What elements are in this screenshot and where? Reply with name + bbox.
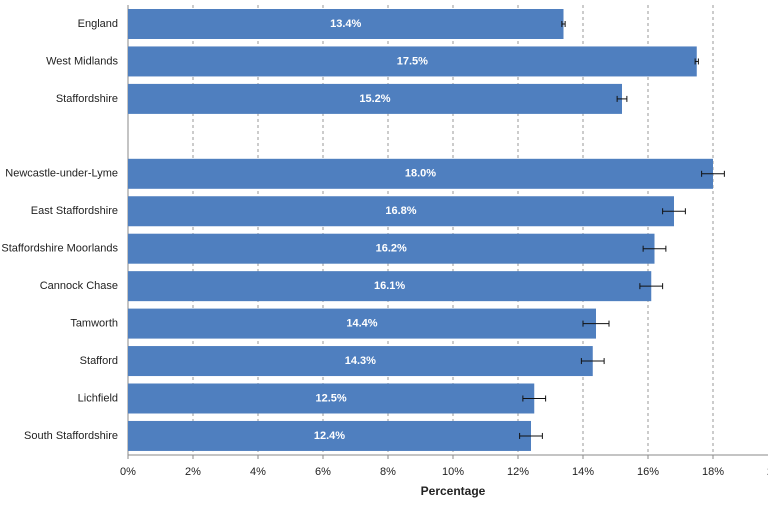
y-tick-label: England (78, 18, 118, 30)
value-label: 15.2% (359, 93, 390, 105)
error-bar (639, 283, 664, 290)
value-label: 13.4% (330, 18, 361, 30)
bar (128, 308, 596, 339)
y-tick-label: South Staffordshire (24, 430, 118, 442)
x-tick-label: 20% (767, 466, 768, 478)
value-label: 17.5% (397, 55, 428, 67)
bar (128, 233, 655, 264)
error-bar (701, 170, 725, 177)
x-tick-label: 14% (572, 466, 594, 478)
bar (128, 9, 564, 39)
x-tick-label: 10% (442, 466, 464, 478)
error-bar (580, 358, 605, 365)
x-tick-label: 2% (185, 466, 201, 478)
value-label: 12.5% (316, 392, 347, 404)
y-tick-label: Stafford (80, 355, 118, 367)
bar (128, 346, 593, 377)
x-tick-label: 6% (315, 466, 331, 478)
value-label: 14.3% (345, 355, 376, 367)
bar (128, 383, 535, 414)
y-tick-label: Staffordshire (56, 93, 118, 105)
error-bar (662, 208, 686, 215)
bar (128, 83, 622, 114)
value-label: 16.2% (376, 243, 407, 255)
y-tick-label: West Midlands (46, 55, 118, 67)
x-tick-label: 4% (250, 466, 266, 478)
bar (128, 158, 713, 189)
value-label: 16.1% (374, 280, 405, 292)
y-tick-label: Newcastle-under-Lyme (5, 168, 118, 180)
y-tick-label: Cannock Chase (40, 280, 118, 292)
y-tick-label: East Staffordshire (31, 205, 118, 217)
x-tick-label: 0% (120, 466, 136, 478)
y-tick-label: Staffordshire Moorlands (1, 243, 118, 255)
value-label: 14.4% (346, 318, 377, 330)
error-bar (694, 58, 699, 65)
bar (128, 46, 697, 77)
x-axis-label: Percentage (421, 484, 486, 498)
error-bar (522, 395, 547, 402)
error-bar (582, 320, 610, 327)
bar (128, 420, 531, 451)
bar (128, 271, 652, 302)
error-bar (616, 95, 628, 102)
error-bar (519, 432, 543, 439)
error-bar (561, 21, 566, 27)
x-tick-label: 16% (637, 466, 659, 478)
x-tick-label: 8% (380, 466, 396, 478)
x-tick-label: 18% (702, 466, 724, 478)
value-label: 12.4% (314, 430, 345, 442)
x-tick-label: 12% (507, 466, 529, 478)
value-label: 16.8% (385, 205, 416, 217)
value-label: 18.0% (405, 168, 436, 180)
y-tick-label: Lichfield (78, 392, 118, 404)
error-bar (642, 245, 667, 252)
y-tick-label: Tamworth (70, 318, 118, 330)
bar (128, 196, 674, 227)
